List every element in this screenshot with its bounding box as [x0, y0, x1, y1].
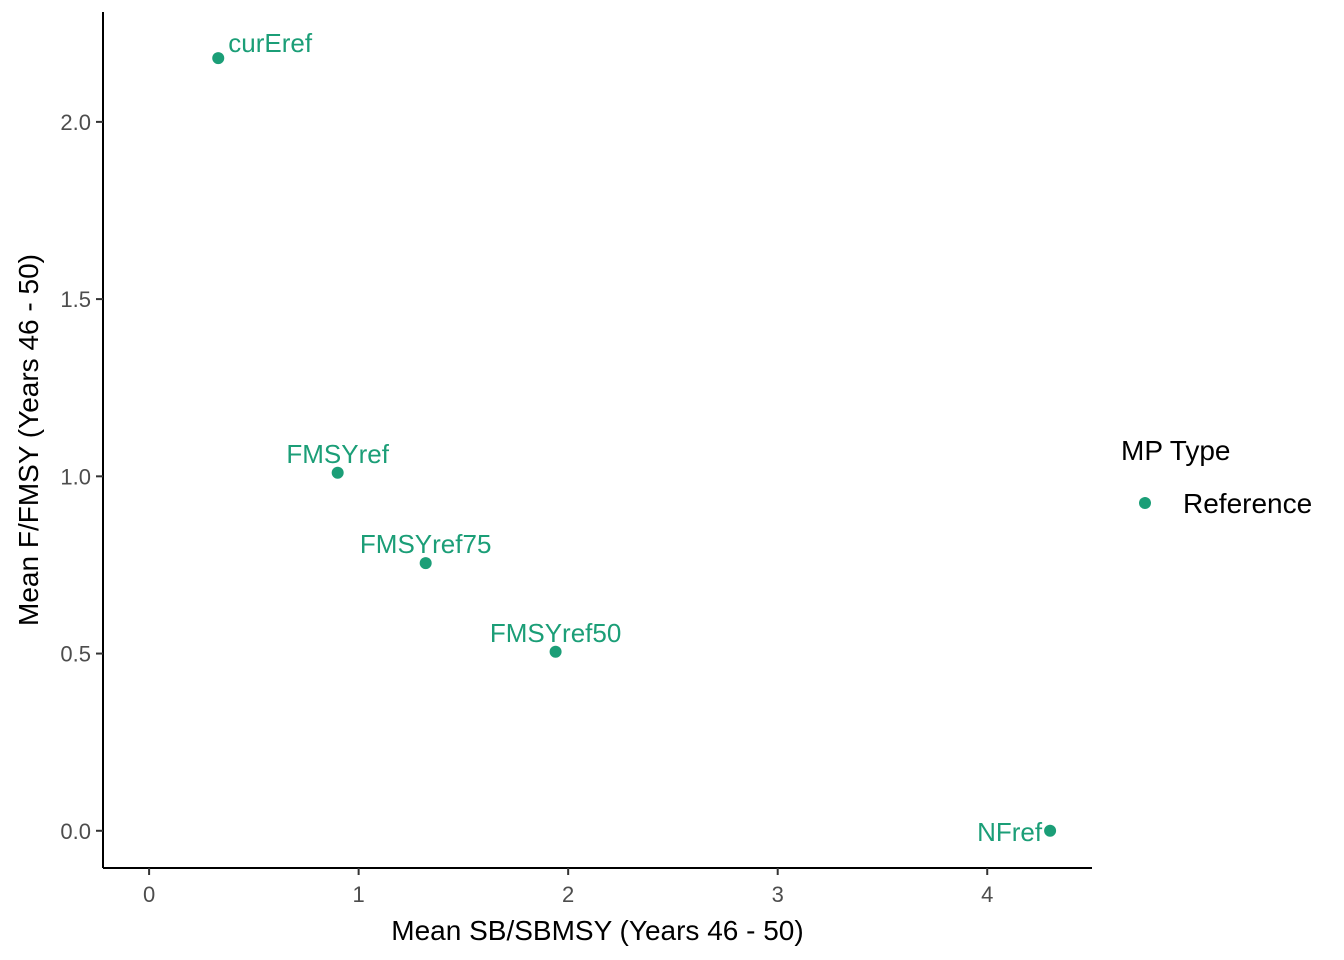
x-axis-title: Mean SB/SBMSY (Years 46 - 50) — [391, 915, 803, 946]
y-tick-label: 2.0 — [60, 110, 91, 135]
point-label: FMSYref — [286, 439, 389, 469]
axes — [102, 12, 1092, 869]
point-label: FMSYref50 — [490, 618, 622, 648]
x-tick-label: 2 — [562, 882, 574, 907]
data-point — [1044, 824, 1057, 837]
x-tick-label: 3 — [772, 882, 784, 907]
point-labels: curEref FMSYref FMSYref75 FMSYref50 NFref — [228, 28, 1043, 847]
x-tick-label: 4 — [981, 882, 993, 907]
legend-title: MP Type — [1121, 435, 1230, 466]
y-tick-label: 1.0 — [60, 464, 91, 489]
y-tick-label: 1.5 — [60, 287, 91, 312]
y-ticks: 0.0 0.5 1.0 1.5 2.0 — [60, 110, 103, 844]
x-ticks: 0 1 2 3 4 — [143, 868, 993, 907]
legend-key — [1139, 497, 1151, 509]
legend: MP Type Reference — [1121, 435, 1312, 519]
legend-label: Reference — [1183, 488, 1312, 519]
data-point — [549, 645, 562, 658]
y-axis-title: Mean F/FMSY (Years 46 - 50) — [13, 254, 44, 626]
data-point — [331, 466, 344, 479]
x-tick-label: 1 — [353, 882, 365, 907]
y-tick-label: 0.0 — [60, 819, 91, 844]
data-points — [212, 52, 1057, 837]
data-point — [419, 557, 432, 570]
y-tick-label: 0.5 — [60, 642, 91, 667]
x-tick-label: 0 — [143, 882, 155, 907]
data-point — [212, 52, 225, 65]
point-label: NFref — [977, 817, 1043, 847]
legend-entries: Reference — [1139, 488, 1312, 519]
point-label: curEref — [228, 28, 313, 58]
point-label: FMSYref75 — [360, 529, 492, 559]
